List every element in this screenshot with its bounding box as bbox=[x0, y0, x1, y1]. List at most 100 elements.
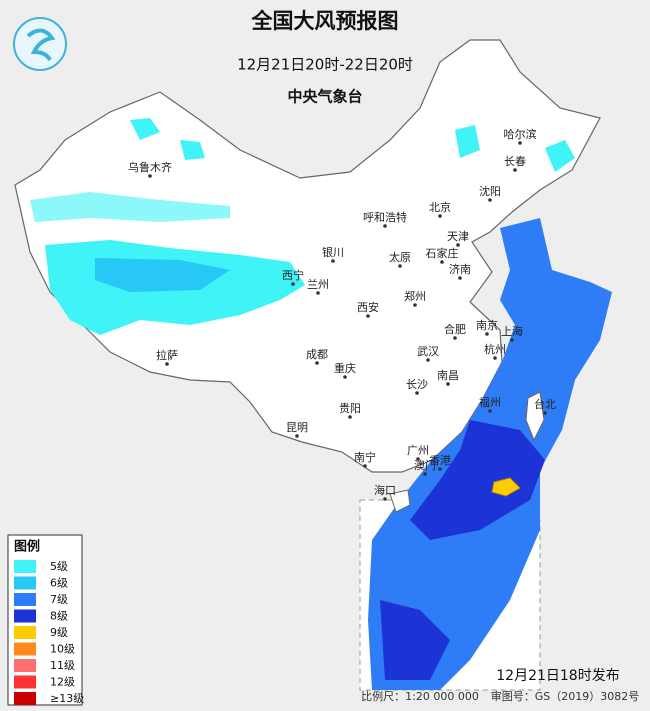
legend-swatch bbox=[14, 642, 36, 656]
city-label: 成都 bbox=[306, 348, 328, 361]
city-dot bbox=[518, 141, 522, 145]
city-label: 西安 bbox=[357, 300, 379, 314]
city-dot bbox=[366, 314, 370, 318]
city-label: 贵阳 bbox=[339, 402, 361, 415]
city-dot bbox=[413, 303, 417, 307]
city-label: 南京 bbox=[476, 318, 498, 332]
city-label: 济南 bbox=[449, 262, 471, 276]
city-dot bbox=[488, 409, 492, 413]
city-label: 兰州 bbox=[307, 278, 329, 291]
hainan bbox=[389, 489, 411, 513]
legend-swatch bbox=[14, 659, 36, 672]
city-label: 昆明 bbox=[286, 421, 308, 434]
approval-number: 审图号：GS（2019）3082号 bbox=[491, 689, 640, 703]
city-label: 武汉 bbox=[417, 345, 439, 358]
map-title: 全国大风预报图 bbox=[251, 9, 399, 33]
city-dot bbox=[383, 497, 387, 501]
city-dot bbox=[493, 356, 497, 360]
city-dot bbox=[363, 464, 367, 468]
logo bbox=[13, 17, 67, 71]
city-label: 沈阳 bbox=[479, 184, 501, 198]
city-label: 石家庄 bbox=[426, 246, 459, 260]
city-label: 合肥 bbox=[444, 322, 466, 336]
legend-label: 7级 bbox=[50, 593, 68, 606]
city-label: 上海 bbox=[501, 324, 523, 338]
legend-swatch bbox=[14, 576, 36, 590]
city-label: 香港 bbox=[429, 454, 451, 467]
city-label: 天津 bbox=[447, 230, 469, 243]
issuer: 中央气象台 bbox=[287, 88, 362, 106]
city-dot bbox=[440, 260, 444, 264]
china-outline bbox=[14, 39, 601, 473]
city-dot bbox=[543, 411, 547, 415]
city-dot bbox=[398, 264, 402, 268]
city-dot bbox=[438, 467, 442, 471]
legend-label: 12级 bbox=[50, 676, 75, 689]
city-label: 呼和浩特 bbox=[363, 210, 407, 224]
city-label: 西宁 bbox=[282, 268, 304, 282]
legend-title: 图例 bbox=[14, 539, 40, 555]
wind-area-5 bbox=[30, 192, 230, 222]
release-time: 12月21日18时发布 bbox=[496, 668, 619, 684]
legend-label: 11级 bbox=[50, 659, 75, 672]
legend-label: ≥13级 bbox=[50, 692, 84, 705]
city-dot bbox=[513, 168, 517, 172]
legend-swatch bbox=[14, 593, 36, 606]
city-label: 台北 bbox=[534, 397, 556, 411]
city-label: 南宁 bbox=[354, 450, 376, 464]
city-dot bbox=[148, 174, 152, 178]
city-label: 福州 bbox=[479, 395, 501, 409]
city-dot bbox=[456, 243, 460, 247]
city-dot bbox=[416, 457, 420, 461]
city-dot bbox=[453, 336, 457, 340]
city-dot bbox=[316, 291, 320, 295]
city-label: 海口 bbox=[374, 483, 396, 497]
city-dot bbox=[415, 391, 419, 395]
city-label: 南昌 bbox=[437, 369, 459, 382]
city-dot bbox=[488, 198, 492, 202]
city-label: 银川 bbox=[322, 245, 344, 259]
legend-label: 5级 bbox=[50, 560, 68, 573]
city-label: 乌鲁木齐 bbox=[128, 160, 172, 174]
city-dot bbox=[315, 361, 319, 365]
legend-swatch bbox=[14, 560, 36, 573]
city-label: 长沙 bbox=[406, 378, 428, 391]
city-dot bbox=[291, 282, 295, 286]
city-label: 太原 bbox=[389, 251, 411, 264]
city-dot bbox=[510, 338, 514, 342]
legend-label: 10级 bbox=[50, 643, 75, 656]
city-dot bbox=[165, 362, 169, 366]
city-label: 重庆 bbox=[334, 361, 356, 375]
city-dot bbox=[423, 472, 427, 476]
city-dot bbox=[485, 332, 489, 336]
city-label: 澳门 bbox=[414, 458, 436, 472]
city-dot bbox=[295, 434, 299, 438]
city-dot bbox=[383, 224, 387, 228]
city-label: 北京 bbox=[429, 200, 451, 214]
city-dot bbox=[348, 415, 352, 419]
city-dot bbox=[458, 276, 462, 280]
city-dot bbox=[438, 214, 442, 218]
wind-area-9 bbox=[491, 477, 521, 497]
legend: 5级 6级 7级 8级 9级 10级 11级 12级 ≥13级 bbox=[14, 560, 84, 705]
legend-label: 8级 bbox=[50, 610, 68, 623]
city-dot bbox=[343, 375, 347, 379]
wind-area-5 bbox=[130, 118, 575, 172]
map-subtitle: 12月21日20时-22日20时 bbox=[237, 56, 413, 74]
city-label: 哈尔滨 bbox=[504, 127, 537, 141]
legend-swatch bbox=[14, 609, 36, 623]
city-dot bbox=[426, 358, 430, 362]
city-label: 杭州 bbox=[484, 342, 506, 356]
wind-area-6 bbox=[95, 258, 230, 292]
legend-swatch bbox=[14, 675, 36, 689]
legend-label: 6级 bbox=[50, 577, 68, 590]
taiwan bbox=[525, 391, 545, 442]
city-label: 郑州 bbox=[404, 289, 426, 303]
city-label: 拉萨 bbox=[156, 348, 178, 362]
legend-label: 9级 bbox=[50, 626, 68, 639]
scale: 比例尺：1:20 000 000 bbox=[361, 689, 479, 703]
legend-swatch bbox=[14, 626, 36, 639]
city-dot bbox=[446, 382, 450, 386]
